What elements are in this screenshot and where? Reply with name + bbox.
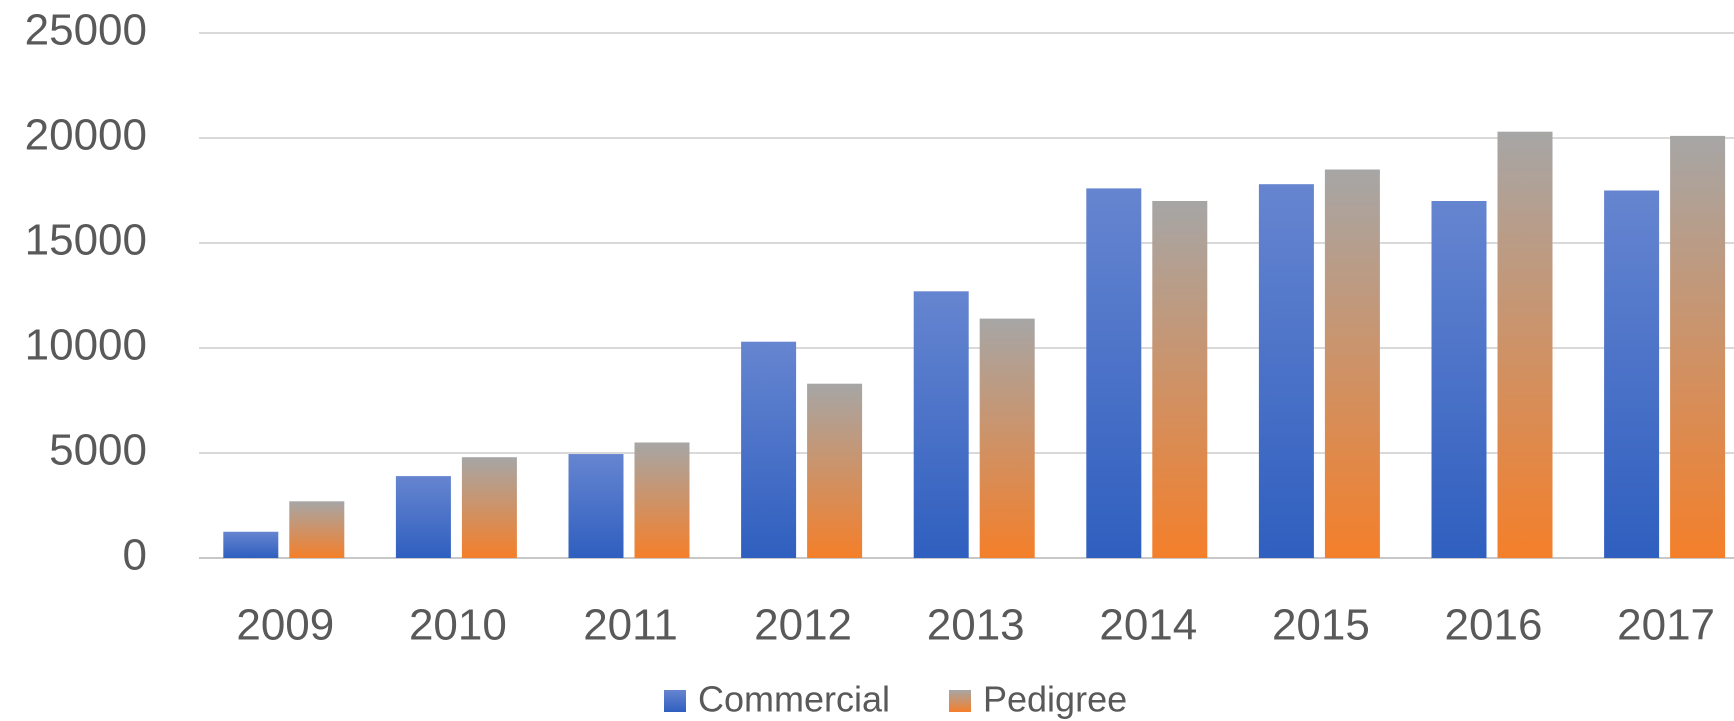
legend-label: Pedigree xyxy=(983,679,1127,720)
x-tick-label: 2017 xyxy=(1617,601,1715,650)
bar xyxy=(1431,201,1487,558)
x-tick-label: 2010 xyxy=(409,601,507,650)
x-tick-label: 2011 xyxy=(583,601,678,650)
x-tick-label: 2014 xyxy=(1099,601,1197,650)
bar xyxy=(568,454,624,558)
bar xyxy=(223,531,279,558)
bar xyxy=(741,341,797,558)
y-tick-label: 0 xyxy=(123,531,147,580)
y-tick-label: 25000 xyxy=(25,6,147,55)
bar xyxy=(1497,131,1553,558)
bar xyxy=(461,457,517,558)
bar xyxy=(1604,190,1660,558)
legend-label: Commercial xyxy=(698,679,890,720)
bar xyxy=(913,291,969,558)
x-tick-label: 2015 xyxy=(1272,601,1370,650)
bar xyxy=(1324,169,1380,558)
x-tick-label: 2012 xyxy=(754,601,852,650)
y-tick-label: 20000 xyxy=(25,111,147,160)
legend-swatch xyxy=(949,690,971,712)
bar xyxy=(807,383,863,558)
x-tick-label: 2016 xyxy=(1445,601,1543,650)
bar xyxy=(634,442,690,558)
bar xyxy=(395,476,451,558)
bar xyxy=(1670,135,1726,558)
bar xyxy=(979,318,1035,558)
bar xyxy=(1152,201,1208,558)
y-tick-label: 10000 xyxy=(25,321,147,370)
y-tick-label: 15000 xyxy=(25,216,147,265)
x-tick-label: 2013 xyxy=(927,601,1025,650)
bar xyxy=(289,501,345,558)
x-tick-label: 2009 xyxy=(236,601,334,650)
legend-swatch xyxy=(664,690,686,712)
bar xyxy=(1258,184,1314,558)
bar xyxy=(1086,188,1142,558)
y-tick-label: 5000 xyxy=(49,426,147,475)
